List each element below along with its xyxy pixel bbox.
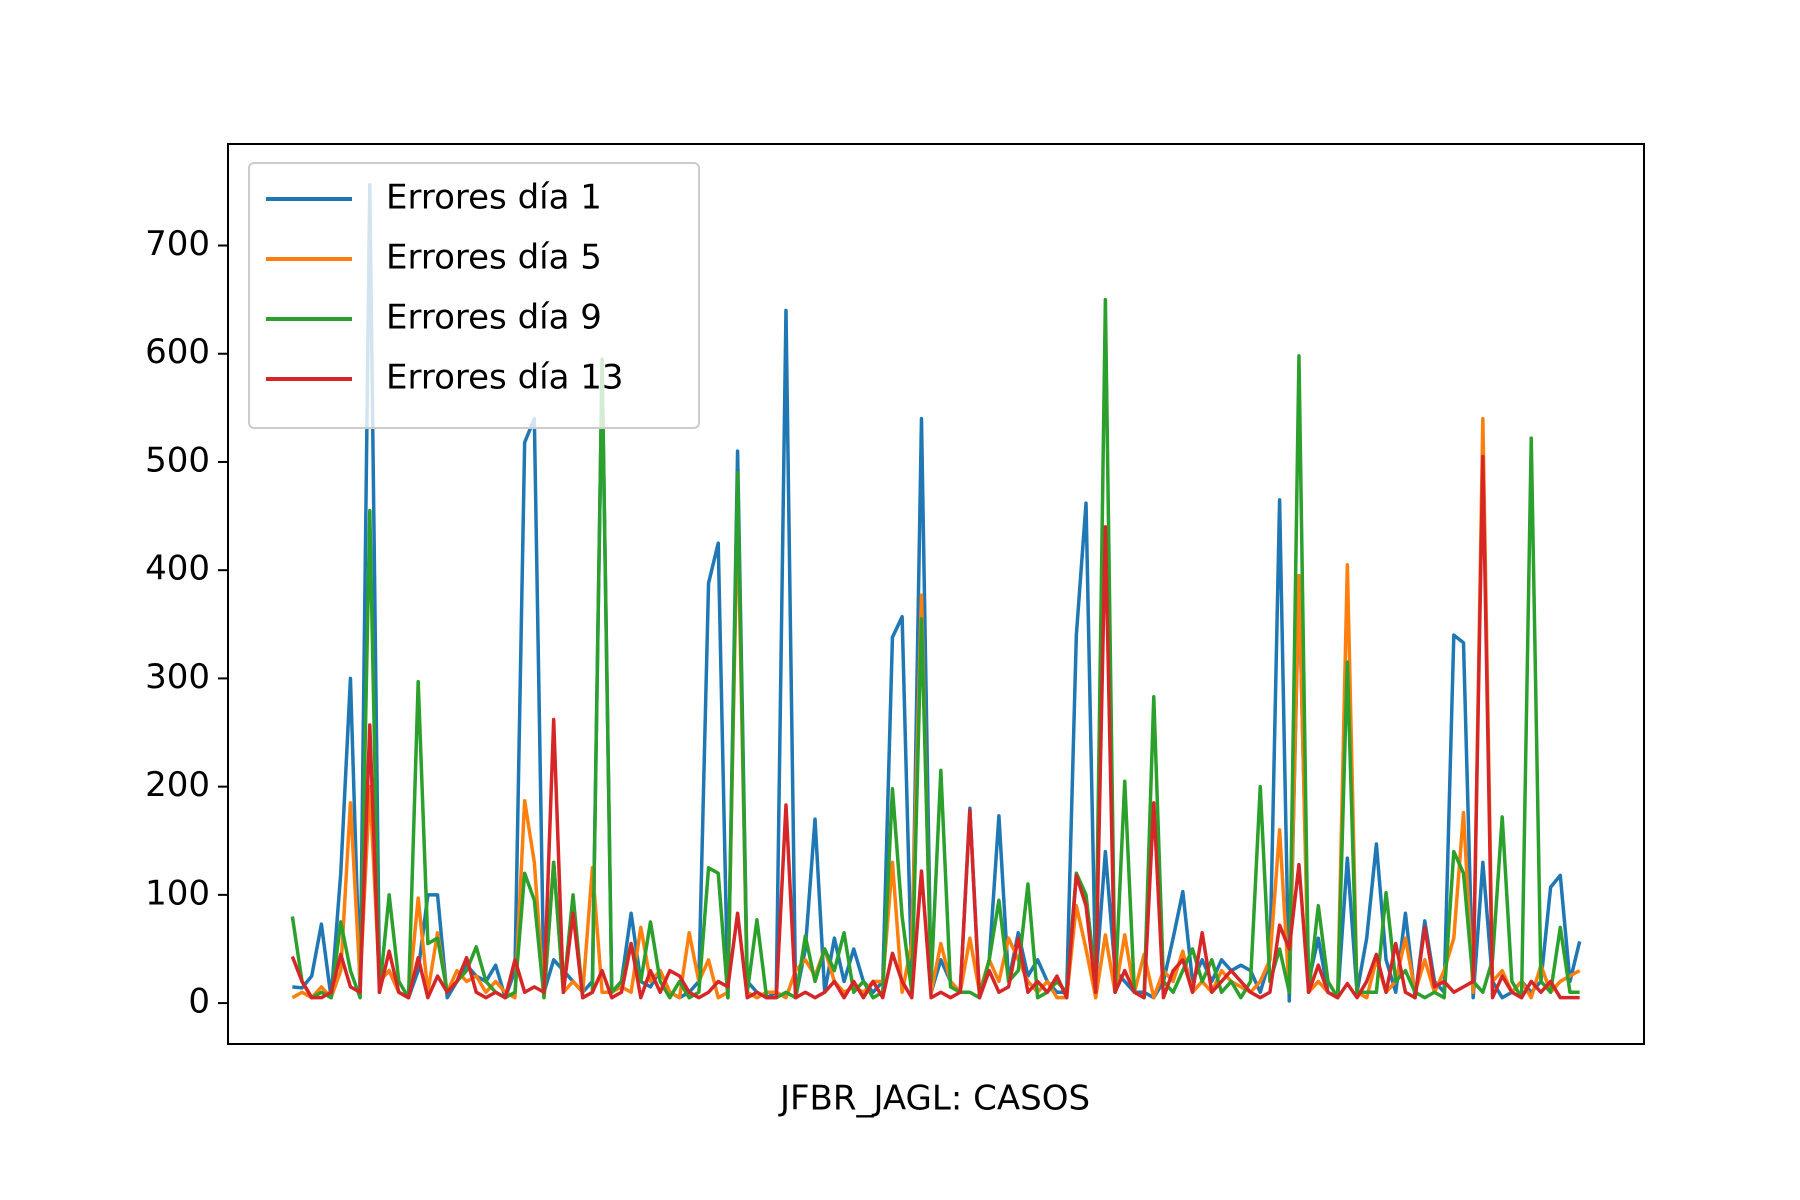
- y-tick-label: 200: [145, 765, 210, 805]
- y-tick-label: 600: [145, 332, 210, 372]
- series-line: [290, 454, 1580, 1000]
- y-tick-label: 500: [145, 440, 210, 480]
- legend-label: Errores día 9: [386, 298, 602, 338]
- x-axis-label: JFBR_JAGL: CASOS: [778, 1079, 1090, 1119]
- y-tick-label: 700: [145, 224, 210, 264]
- legend-label: Errores día 13: [386, 358, 624, 398]
- legend-label: Errores día 1: [386, 178, 602, 218]
- y-tick-label: 0: [188, 982, 210, 1022]
- y-tick-label: 300: [145, 657, 210, 697]
- legend-label: Errores día 5: [386, 238, 602, 278]
- legend-box: [248, 162, 700, 429]
- plot-frame: [227, 143, 1645, 1045]
- y-tick-label: 100: [145, 873, 210, 913]
- y-tick-label: 400: [145, 549, 210, 589]
